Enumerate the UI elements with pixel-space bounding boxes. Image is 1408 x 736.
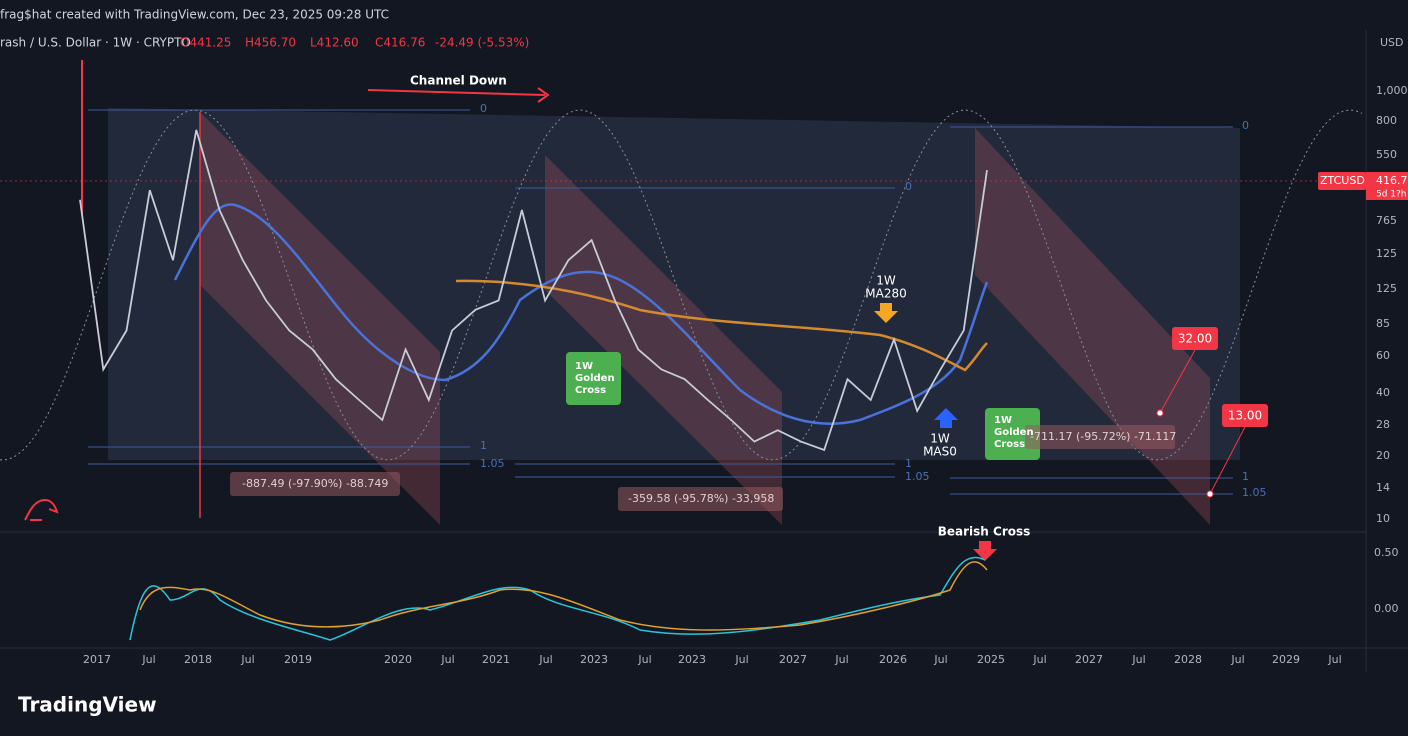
- channel-label: Channel Down: [410, 74, 507, 88]
- x-tick-label: Jul: [834, 653, 848, 666]
- x-tick-label: Jul: [637, 653, 651, 666]
- low: L412.60: [310, 36, 359, 50]
- x-tick-label: 2025: [977, 653, 1005, 666]
- golden-cross: 1W: [575, 361, 593, 372]
- golden-cross: Golden: [575, 373, 615, 384]
- ma-label: MA280: [865, 287, 906, 301]
- golden-cross: Cross: [575, 385, 606, 396]
- symbol: rash / U.S. Dollar · 1W · CRYPTO: [0, 36, 191, 50]
- fib-level: 1.05: [480, 457, 505, 470]
- y-tick-label: 85: [1376, 317, 1390, 330]
- high: H456.70: [245, 36, 296, 50]
- fib-level: 0: [1242, 119, 1249, 132]
- change: -24.49 (-5.53%): [435, 36, 529, 50]
- x-tick-label: Jul: [538, 653, 552, 666]
- y-tick-label: 60: [1376, 349, 1390, 362]
- y-tick-label: 800: [1376, 114, 1397, 127]
- measure: -359.58 (-95.78%) -33,958: [628, 492, 774, 505]
- measure: -711.17 (-95.72%) -71.117: [1030, 430, 1176, 443]
- badge-price: 416.76: [1376, 174, 1408, 187]
- x-tick-label: 2023: [678, 653, 706, 666]
- ma-label: MAS0: [923, 445, 957, 459]
- golden-cross: 1W: [994, 415, 1012, 426]
- golden-cross: Cross: [994, 439, 1025, 450]
- y-tick-label: 1,000: [1376, 84, 1408, 97]
- y-tick-label: 765: [1376, 214, 1397, 227]
- x-tick-label: 2023: [580, 653, 608, 666]
- x-tick-label: Jul: [734, 653, 748, 666]
- x-tick-label: 2021: [482, 653, 510, 666]
- open: O441.25: [180, 36, 231, 50]
- y-tick-label: 125: [1376, 247, 1397, 260]
- indicator-tick: 0.00: [1374, 602, 1399, 615]
- y-tick-label: 125: [1376, 282, 1397, 295]
- x-tick-label: Jul: [141, 653, 155, 666]
- fib-level: 0: [905, 180, 912, 193]
- ma-label: 1W: [876, 274, 896, 288]
- x-tick-label: 2029: [1272, 653, 1300, 666]
- y-tick-label: 28: [1376, 418, 1390, 431]
- fib-level: 1: [905, 457, 912, 470]
- indicator-tick: 0.50: [1374, 546, 1399, 559]
- brand: TradingView: [18, 693, 157, 717]
- x-tick-label: Jul: [440, 653, 454, 666]
- x-tick-label: Jul: [1131, 653, 1145, 666]
- x-tick-label: Jul: [240, 653, 254, 666]
- badge-symbol: ZTCUSD: [1320, 174, 1365, 187]
- measure: -887.49 (-97.90%) -88.749: [242, 477, 388, 490]
- x-tick-label: 2028: [1174, 653, 1202, 666]
- x-tick-label: 2027: [1075, 653, 1103, 666]
- x-tick-label: Jul: [933, 653, 947, 666]
- caption: frag$hat created with TradingView.com, D…: [0, 8, 389, 22]
- x-tick-label: 2018: [184, 653, 212, 666]
- target: 32.00: [1178, 332, 1212, 346]
- y-tick-label: 40: [1376, 386, 1390, 399]
- ma-label: 1W: [930, 432, 950, 446]
- currency: USD: [1380, 36, 1404, 49]
- x-tick-label: 2020: [384, 653, 412, 666]
- price-line: [79, 129, 988, 452]
- close: C416.76: [375, 36, 425, 50]
- y-tick-label: 20: [1376, 449, 1390, 462]
- y-tick-label: 10: [1376, 512, 1390, 525]
- target: 13.00: [1228, 409, 1262, 423]
- golden-cross: Golden: [994, 427, 1034, 438]
- x-tick-label: 2017: [83, 653, 111, 666]
- y-tick-label: 550: [1376, 148, 1397, 161]
- x-tick-label: Jul: [1032, 653, 1046, 666]
- x-tick-label: 2019: [284, 653, 312, 666]
- fib-level: 0: [480, 102, 487, 115]
- x-tick-label: Jul: [1230, 653, 1244, 666]
- fib-level: 1: [480, 439, 487, 452]
- badge-countdown: 5d 1?h: [1376, 190, 1407, 200]
- x-tick-label: 2027: [779, 653, 807, 666]
- bearish-cross: Bearish Cross: [938, 525, 1031, 539]
- fib-level: 1.05: [1242, 486, 1267, 499]
- y-tick-label: 14: [1376, 481, 1390, 494]
- fib-level: 1: [1242, 470, 1249, 483]
- x-tick-label: 2026: [879, 653, 907, 666]
- x-tick-label: Jul: [1327, 653, 1341, 666]
- fib-level: 1.05: [905, 470, 930, 483]
